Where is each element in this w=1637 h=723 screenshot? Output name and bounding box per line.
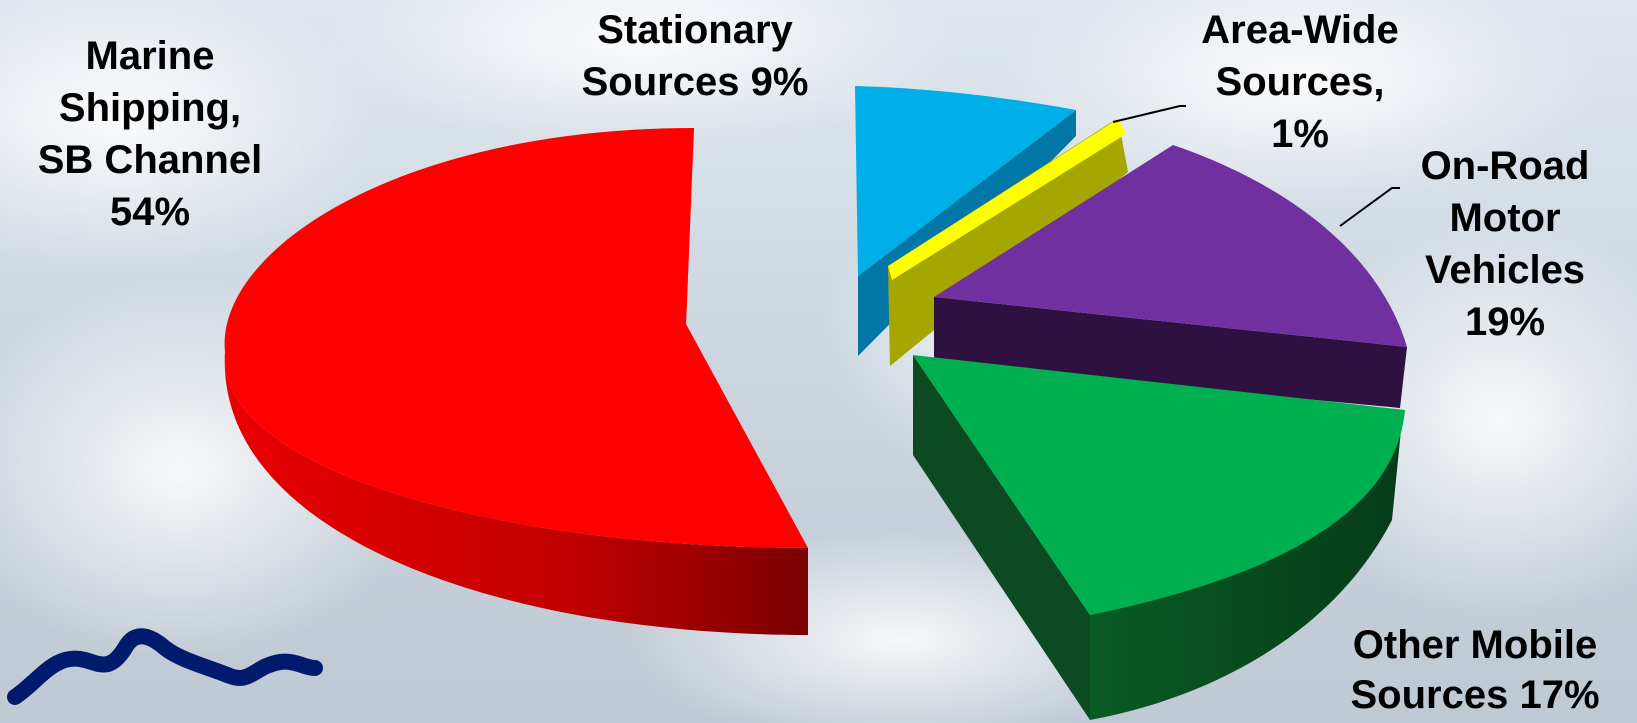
label-area-wide-line-3: 1% — [1271, 112, 1329, 156]
label-on-road-line-4: 19% — [1464, 300, 1546, 344]
label-on-road: On-Road Motor Vehicles 19% — [1385, 140, 1625, 348]
slice-on-road — [934, 145, 1407, 408]
slice-marine-top — [224, 128, 809, 548]
slice-marine-side — [224, 352, 808, 635]
slice-marine — [224, 128, 809, 635]
slice-area-wide-top — [888, 118, 1126, 280]
slice-other-mobile-top — [913, 355, 1405, 615]
slice-other-mobile-side-left — [913, 355, 1090, 720]
label-on-road-line-2: Motor — [1449, 196, 1561, 240]
label-stationary-line-2: Sources 9% — [581, 60, 809, 104]
squiggle-logo — [7, 628, 323, 705]
slice-other-mobile-side-front — [1090, 410, 1403, 720]
slice-on-road-top — [934, 145, 1407, 347]
label-other-mobile-line-2: Sources 17% — [1350, 673, 1600, 717]
label-marine-line-1: Marine — [85, 34, 215, 78]
label-other-mobile-line-1: Other Mobile — [1352, 623, 1598, 667]
slice-stationary-top — [855, 86, 1076, 276]
leader-on-road — [1339, 187, 1400, 227]
label-marine-line-2: Shipping, — [58, 86, 242, 130]
slice-on-road-side — [934, 297, 1407, 408]
label-marine-line-4: 54% — [109, 190, 191, 234]
label-on-road-line-1: On-Road — [1420, 144, 1590, 188]
label-marine-line-3: SB Channel — [37, 138, 263, 182]
label-area-wide-line-2: Sources, — [1215, 60, 1385, 104]
label-stationary-line-1: Stationary — [597, 8, 793, 52]
label-stationary: Stationary Sources 9% — [545, 4, 845, 108]
label-area-wide-line-1: Area-Wide — [1201, 8, 1399, 52]
label-area-wide: Area-Wide Sources, 1% — [1160, 4, 1440, 160]
label-other-mobile: Other Mobile Sources 17% — [1315, 620, 1635, 720]
label-on-road-line-3: Vehicles — [1424, 248, 1586, 292]
leader-area-wide — [1112, 105, 1186, 123]
label-marine: Marine Shipping, SB Channel 54% — [0, 30, 300, 238]
slice-other-mobile — [913, 355, 1405, 720]
